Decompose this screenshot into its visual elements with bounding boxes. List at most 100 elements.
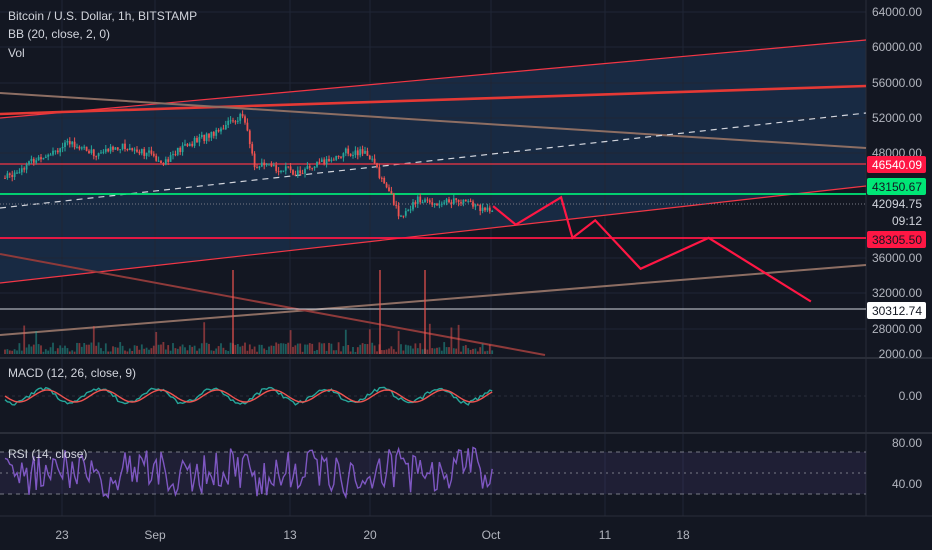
time-tick: 20 xyxy=(363,528,377,542)
volume-bar xyxy=(128,348,131,354)
volume-bar xyxy=(356,347,359,354)
candle-body xyxy=(181,145,184,153)
volume-bar xyxy=(323,343,326,354)
candle-body xyxy=(292,170,294,175)
trend-lines[interactable] xyxy=(0,39,867,356)
candle-body xyxy=(174,154,177,156)
candle-body xyxy=(282,170,285,172)
candle-body xyxy=(64,142,66,148)
volume-bar xyxy=(208,343,210,354)
candle-body xyxy=(66,141,69,143)
volume-bar xyxy=(287,342,290,354)
candle-body xyxy=(239,114,242,121)
volume-bar xyxy=(368,329,371,354)
volume-bar xyxy=(11,350,14,354)
rsi-tick: 40.00 xyxy=(892,477,922,491)
volume-bar xyxy=(8,350,11,354)
channel-lower-line[interactable] xyxy=(0,185,867,284)
volume-bar xyxy=(40,345,42,354)
volume-spike xyxy=(424,270,426,354)
volume-bar xyxy=(328,342,330,354)
volume-bar xyxy=(47,350,50,354)
candle-body xyxy=(136,149,138,152)
price-grid xyxy=(0,0,866,516)
ascending-brown-line[interactable] xyxy=(0,264,867,336)
macd-line xyxy=(4,386,493,406)
candle-body xyxy=(241,114,244,117)
candle-body xyxy=(414,202,417,204)
candle-body xyxy=(440,203,443,205)
macd-tick: 0.00 xyxy=(899,389,923,403)
volume-bar xyxy=(71,350,74,354)
tag-43150[interactable]: 43150.67 xyxy=(872,180,922,194)
volume-bar xyxy=(260,344,263,354)
tag-30312-bg xyxy=(867,302,926,319)
candle-body xyxy=(40,157,42,160)
candle-body xyxy=(467,200,470,202)
volume-bar xyxy=(148,349,150,354)
candle-body xyxy=(404,211,407,216)
candle-body xyxy=(23,168,26,170)
volume-bar xyxy=(364,343,366,354)
volume-bar xyxy=(457,324,460,354)
candle-body xyxy=(445,199,448,203)
candle-body xyxy=(390,191,393,194)
volume-bar xyxy=(419,343,422,354)
candle-body xyxy=(328,158,330,161)
candle-body xyxy=(232,120,234,122)
tag-46540[interactable]: 46540.09 xyxy=(872,158,922,172)
candle-body xyxy=(272,165,275,167)
volume-bar xyxy=(491,350,494,354)
volume-bar xyxy=(359,344,362,354)
rsi-tick: 80.00 xyxy=(892,436,922,450)
volume-bar xyxy=(6,349,9,354)
volume-spike xyxy=(232,270,234,354)
volume-bar xyxy=(277,343,280,354)
candle-body xyxy=(114,147,117,150)
tag-30312[interactable]: 30312.74 xyxy=(872,304,922,318)
volume-bar xyxy=(428,323,431,354)
time-axis[interactable]: 23 Sep 13 20 Oct 11 18 xyxy=(55,528,690,542)
volume-bar xyxy=(361,343,364,354)
candle-body xyxy=(433,203,436,205)
volume-bar xyxy=(296,343,299,354)
volume-bar xyxy=(222,347,225,354)
volume-bar xyxy=(186,350,189,354)
candle-body xyxy=(277,171,280,173)
volume-bar xyxy=(306,344,309,354)
candle-body xyxy=(184,144,186,146)
volume-bar xyxy=(253,346,256,354)
candle-body xyxy=(486,207,489,211)
volume-bar xyxy=(265,350,268,354)
candle-body xyxy=(385,183,388,188)
candle-body xyxy=(412,202,414,210)
volume-bar xyxy=(443,342,446,354)
volume-bar xyxy=(198,348,201,354)
volume-bar xyxy=(155,331,158,354)
descending-dark-red-line[interactable] xyxy=(0,253,546,356)
volume-bar xyxy=(90,342,93,354)
price-tick: 28000.00 xyxy=(872,322,922,336)
candle-body xyxy=(364,150,366,154)
volume-bar xyxy=(275,342,278,354)
candle-body xyxy=(253,153,256,168)
volume-bar xyxy=(167,345,170,354)
volume-bar xyxy=(318,342,321,354)
channel-upper-line[interactable] xyxy=(0,39,867,119)
candle-body xyxy=(200,134,203,137)
descending-brown-line[interactable] xyxy=(0,92,867,149)
midline-dashed[interactable] xyxy=(0,112,867,209)
candle-body xyxy=(121,143,124,150)
candle-body xyxy=(313,166,316,169)
price-tags[interactable]: 46540.09 43150.67 42094.75 09:12 38305.5… xyxy=(867,156,926,319)
candle-body xyxy=(258,166,261,168)
resistance-line-bold[interactable] xyxy=(0,84,867,116)
candle-body xyxy=(133,149,136,151)
tag-38305[interactable]: 38305.50 xyxy=(872,233,922,247)
candle-body xyxy=(102,151,105,153)
volume-bar xyxy=(169,350,172,354)
projection-path[interactable] xyxy=(492,195,812,303)
volume-bar xyxy=(68,351,71,354)
candle-body xyxy=(145,152,148,156)
